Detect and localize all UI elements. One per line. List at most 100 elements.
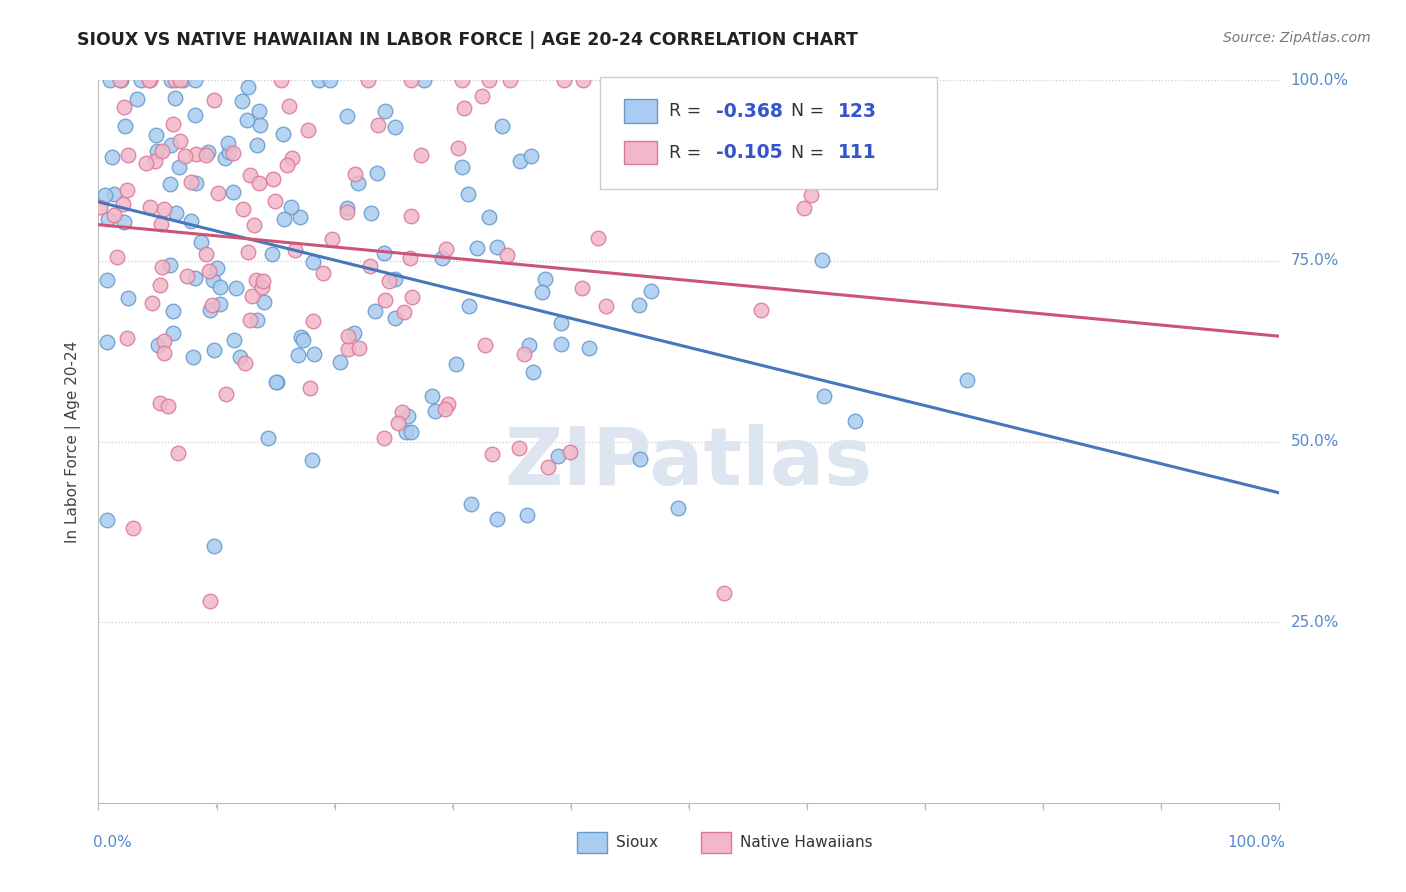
Point (359, 259, 381, 273)
FancyBboxPatch shape (600, 77, 936, 189)
Text: -0.105: -0.105 (716, 143, 783, 162)
Point (190, 235, 212, 249)
Point (451, 73, 474, 87)
Point (96, 273, 118, 287)
Text: 50.0%: 50.0% (1291, 434, 1339, 449)
Point (602, 115, 624, 129)
Point (198, 263, 221, 277)
Point (159, 258, 181, 272)
Point (163, 91, 186, 105)
Point (508, 441, 530, 455)
Point (197, 145, 219, 160)
Point (152, 260, 174, 275)
Point (337, 342, 360, 356)
Point (430, 251, 453, 265)
Point (451, 160, 474, 174)
Text: 123: 123 (838, 102, 877, 120)
Point (247, 176, 270, 190)
Point (215, 387, 238, 401)
Point (89, 201, 111, 215)
Point (103, 208, 125, 222)
Point (209, 297, 232, 311)
Text: 111: 111 (838, 143, 876, 162)
Point (956, 373, 979, 387)
Point (384, 311, 406, 326)
Point (141, 295, 163, 310)
Point (560, 445, 582, 459)
Point (232, 202, 254, 216)
Point (93, 188, 115, 202)
Point (208, 280, 231, 294)
Point (162, 117, 184, 131)
Point (793, 201, 815, 215)
Point (460, 497, 482, 511)
Point (149, 396, 172, 410)
Point (411, 148, 433, 162)
Point (640, 284, 662, 298)
Point (478, 73, 501, 87)
Point (481, 447, 503, 461)
Point (395, 425, 418, 440)
Point (273, 212, 295, 227)
Text: ZIPatlas: ZIPatlas (505, 425, 873, 502)
FancyBboxPatch shape (700, 831, 731, 854)
Point (749, 303, 772, 318)
Point (457, 187, 479, 202)
Point (263, 171, 285, 186)
Point (138, 73, 160, 87)
Point (530, 285, 553, 299)
Y-axis label: In Labor Force | Age 20-24: In Labor Force | Age 20-24 (65, 341, 80, 542)
Point (253, 294, 276, 309)
Point (478, 210, 501, 224)
Point (398, 251, 420, 265)
Point (394, 305, 416, 319)
Point (301, 453, 323, 467)
Point (329, 355, 352, 369)
Point (444, 357, 467, 371)
Point (149, 217, 172, 231)
Point (301, 314, 323, 328)
Point (184, 73, 207, 87)
Point (713, 586, 735, 600)
Point (159, 138, 181, 153)
Point (311, 266, 333, 280)
Point (117, 147, 139, 161)
Point (373, 431, 395, 445)
Point (522, 365, 544, 379)
Point (228, 350, 250, 364)
Point (114, 119, 136, 133)
Text: 100.0%: 100.0% (1227, 835, 1285, 850)
Point (231, 94, 253, 108)
Point (249, 119, 271, 133)
Point (344, 167, 367, 181)
Point (384, 271, 406, 285)
Point (423, 404, 446, 418)
Point (347, 176, 370, 190)
Point (343, 326, 366, 341)
Point (533, 272, 555, 286)
Point (666, 501, 689, 516)
Point (195, 247, 218, 261)
Point (499, 73, 522, 87)
Point (200, 298, 222, 312)
Point (139, 73, 162, 87)
Point (516, 508, 538, 523)
Point (169, 134, 191, 148)
Point (202, 539, 225, 553)
Point (447, 141, 470, 155)
Point (218, 145, 240, 159)
Text: Sioux: Sioux (616, 835, 658, 850)
Point (159, 177, 181, 191)
FancyBboxPatch shape (624, 99, 657, 123)
Point (174, 149, 197, 163)
Point (117, 292, 139, 306)
Point (373, 103, 395, 118)
Text: 75.0%: 75.0% (1291, 253, 1339, 268)
Point (367, 119, 389, 133)
Point (553, 73, 575, 87)
Point (292, 333, 315, 347)
Point (153, 202, 176, 217)
Point (217, 136, 239, 150)
FancyBboxPatch shape (624, 141, 657, 164)
Point (457, 299, 479, 313)
